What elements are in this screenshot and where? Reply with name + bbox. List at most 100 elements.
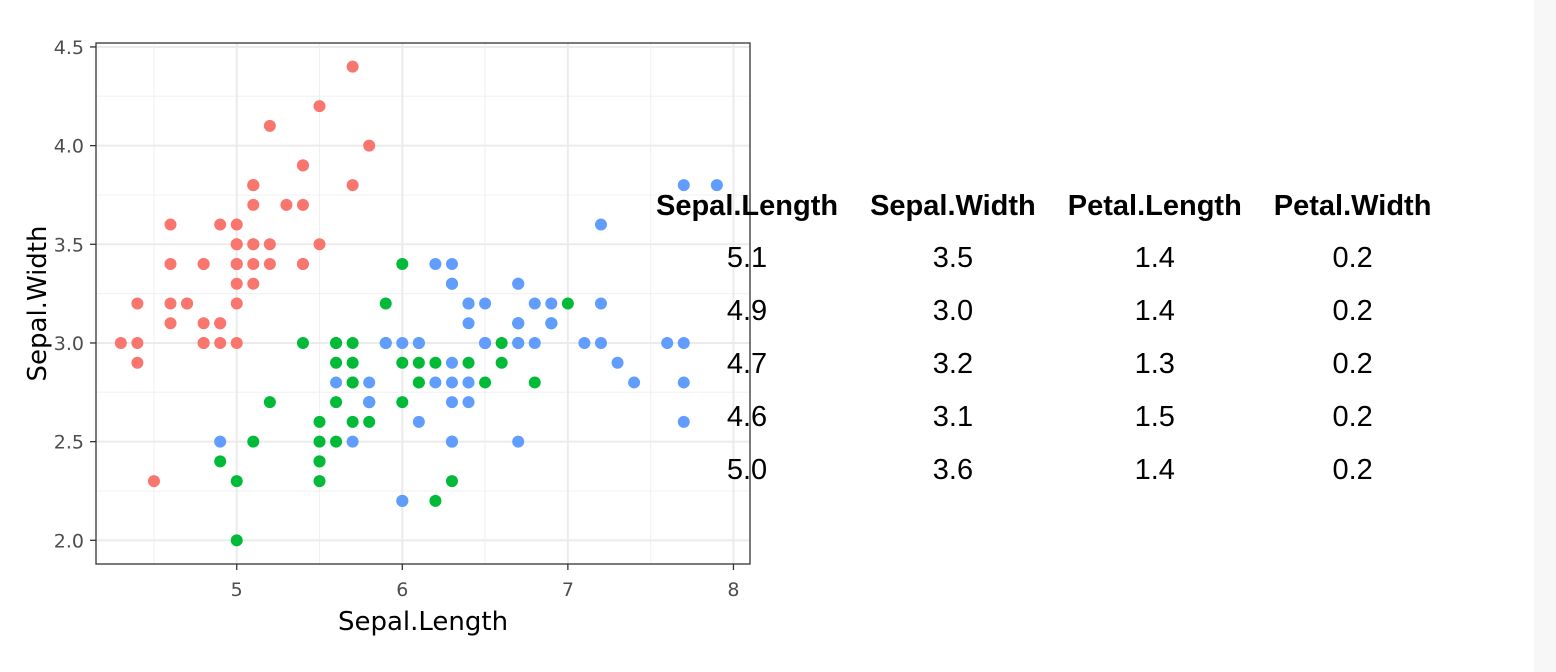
data-point (330, 356, 343, 369)
data-point (479, 297, 492, 310)
data-point (214, 435, 227, 448)
y-axis-title: Sepal.Width (23, 226, 53, 382)
data-point (330, 396, 343, 409)
data-point (412, 415, 425, 428)
data-point (247, 258, 260, 271)
table-cell: 3.1 (932, 401, 974, 433)
column-header: Petal.Width (1273, 189, 1432, 222)
y-tick-label: 3.0 (54, 333, 84, 355)
data-point (479, 336, 492, 349)
data-point (280, 198, 293, 211)
data-point (495, 356, 508, 369)
data-point (296, 198, 309, 211)
data-point (263, 119, 276, 132)
data-point (247, 435, 260, 448)
table-row: 5.1 3.5 1.4 0.2 (640, 232, 1447, 285)
data-point (313, 435, 326, 448)
x-tick-label: 5 (231, 579, 243, 601)
data-point (214, 317, 227, 330)
data-point (230, 258, 243, 271)
data-point (445, 376, 458, 389)
data-point (313, 415, 326, 428)
table-cell: 0.2 (1332, 295, 1373, 327)
data-point (131, 336, 144, 349)
data-point (230, 534, 243, 547)
data-point (512, 336, 525, 349)
table-cell: 5.1 (726, 242, 768, 274)
data-point (379, 297, 392, 310)
data-points (114, 60, 723, 547)
data-point (429, 376, 442, 389)
page-edge (1534, 0, 1556, 672)
data-point (214, 455, 227, 468)
data-point (462, 297, 475, 310)
table-cell: 3.6 (932, 454, 974, 486)
data-point (214, 218, 227, 231)
data-point (561, 297, 574, 310)
data-point (462, 356, 475, 369)
data-point (247, 277, 260, 290)
data-point (611, 356, 624, 369)
data-point (313, 475, 326, 488)
data-point (396, 494, 409, 507)
y-tick-label: 4.0 (54, 136, 84, 158)
table-cell: 3.2 (932, 348, 974, 380)
data-point (197, 336, 210, 349)
data-point (164, 317, 177, 330)
data-point (164, 218, 177, 231)
data-point (247, 238, 260, 251)
data-point (528, 297, 541, 310)
table-cell: 0.2 (1332, 454, 1373, 486)
y-tick-label: 2.5 (54, 432, 84, 454)
data-point (346, 356, 359, 369)
data-point (131, 356, 144, 369)
data-point (263, 396, 276, 409)
data-point (164, 258, 177, 271)
data-point (512, 277, 525, 290)
column-header: Petal.Length (1067, 189, 1242, 222)
x-tick-label: 8 (727, 579, 739, 601)
data-point (247, 179, 260, 192)
data-point (528, 376, 541, 389)
table-cell: 1.4 (1134, 242, 1175, 274)
data-point (462, 396, 475, 409)
data-point (412, 376, 425, 389)
x-tick-label: 7 (562, 579, 574, 601)
data-point (363, 396, 376, 409)
y-tick-label: 4.5 (54, 37, 84, 59)
y-tick-label: 2.0 (54, 530, 84, 552)
data-point (313, 238, 326, 251)
data-point (445, 356, 458, 369)
data-point (363, 376, 376, 389)
data-point (263, 258, 276, 271)
data-point (429, 494, 442, 507)
data-point (528, 336, 541, 349)
table-header-row: Sepal.Length Sepal.Width Petal.Length Pe… (640, 180, 1447, 232)
data-point (445, 435, 458, 448)
table-cell: 1.3 (1134, 348, 1175, 380)
y-tick-label: 3.5 (54, 234, 84, 256)
table-row: 5.0 3.6 1.4 0.2 (640, 444, 1447, 497)
data-point (677, 376, 690, 389)
table-cell: 4.9 (726, 295, 768, 327)
data-point (296, 258, 309, 271)
data-point (445, 258, 458, 271)
data-point (230, 218, 243, 231)
data-point (512, 435, 525, 448)
grid-lines (96, 43, 750, 564)
data-point (445, 277, 458, 290)
table-cell: 1.4 (1134, 454, 1175, 486)
data-point (677, 336, 690, 349)
data-point (330, 435, 343, 448)
data-point (346, 376, 359, 389)
data-point (396, 258, 409, 271)
table-row: 4.7 3.2 1.3 0.2 (640, 338, 1447, 391)
data-point (628, 376, 641, 389)
data-point (164, 297, 177, 310)
data-point (594, 218, 607, 231)
table-cell: 1.5 (1134, 401, 1175, 433)
data-point (710, 179, 723, 192)
data-point (363, 415, 376, 428)
data-point (578, 336, 591, 349)
data-point (346, 415, 359, 428)
